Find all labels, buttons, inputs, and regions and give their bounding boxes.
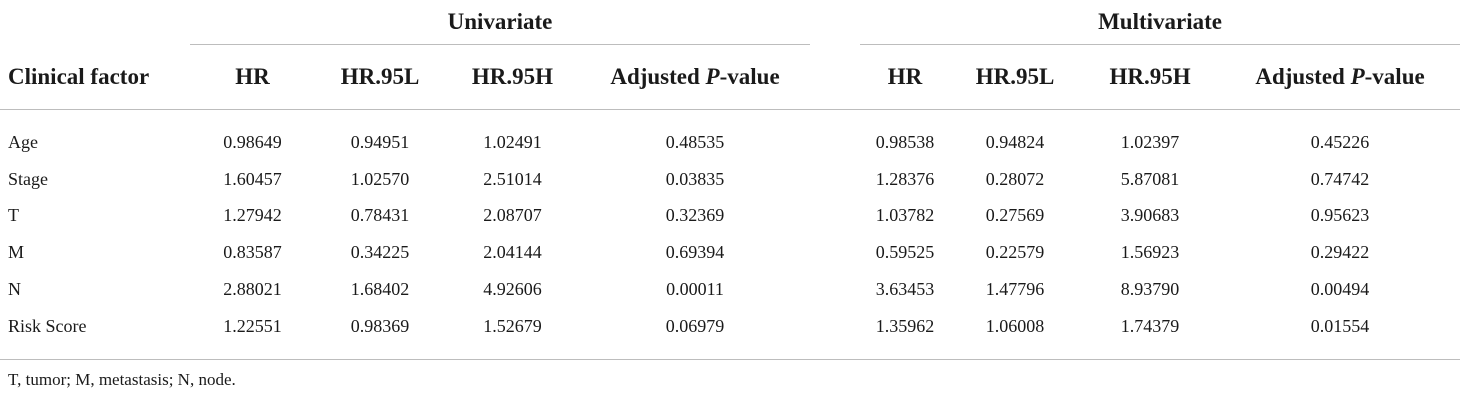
multivariate-hr-header: HR <box>860 44 951 110</box>
value-cell: 1.27942 <box>223 205 282 226</box>
value-cell: 0.03835 <box>665 168 725 189</box>
value-cell: 0.00011 <box>666 279 724 300</box>
value-cell: 4.92606 <box>483 279 542 300</box>
clinical-factor-cell: Age <box>8 131 38 152</box>
value-cell: 0.28072 <box>985 168 1045 189</box>
value-cell: 0.98369 <box>315 307 445 360</box>
value-cell: 0.98538 <box>875 131 935 152</box>
gap-cell <box>810 161 860 198</box>
table-footnote: T, tumor; M, metastasis; N, node. <box>8 370 236 389</box>
value-cell: 0.74742 <box>1310 168 1370 189</box>
clinical-factor-cell: N <box>8 279 21 300</box>
value-cell: 1.06008 <box>950 307 1081 360</box>
value-cell: 2.88021 <box>223 279 282 300</box>
multivariate-adjusted-p-header: Adjusted P-value <box>1220 44 1460 110</box>
value-cell: 0.29422 <box>1310 242 1370 263</box>
value-cell: 0.22579 <box>985 242 1045 263</box>
value-cell: 8.93790 <box>1120 279 1180 300</box>
univariate-hr95l-header: HR.95L <box>315 44 445 110</box>
value-cell: 2.04144 <box>483 242 542 263</box>
gap-cell <box>810 44 861 110</box>
value-cell: 0.27569 <box>985 205 1045 226</box>
value-cell: 2.08707 <box>483 205 542 226</box>
value-cell: 1.28376 <box>875 168 935 189</box>
table-row: Risk Score 1.22551 0.98369 1.52679 0.06979 1.… <box>0 307 1460 360</box>
table-row: T 1.27942 0.78431 2.08707 0.32369 1.03782 0.27… <box>0 198 1460 235</box>
group-header-row: Univariate Multivariate <box>0 0 1460 45</box>
clinical-factor-cell: Stage <box>8 168 48 189</box>
gap-cell <box>810 0 860 45</box>
value-cell: 1.02570 <box>350 168 410 189</box>
value-cell: 0.45226 <box>1310 131 1370 152</box>
univariate-hr-header: HR <box>190 44 315 110</box>
column-header-row: Clinical factor HR HR.95L HR.95H Adjuste… <box>0 44 1460 110</box>
value-cell: 1.03782 <box>875 205 935 226</box>
gap-cell <box>810 307 861 360</box>
clinical-factor-cell: T <box>8 205 19 226</box>
value-cell: 0.94951 <box>350 131 410 152</box>
clinical-factor-table: Univariate Multivariate Clinical factor … <box>0 0 1460 360</box>
value-cell: 0.83587 <box>223 242 282 263</box>
table-body: Age 0.98649 0.94951 1.02491 0.48535 0.98538 0.… <box>0 110 1460 360</box>
table-row: Age 0.98649 0.94951 1.02491 0.48535 0.98538 0.… <box>0 110 1460 161</box>
clinical-factor-cell: M <box>8 242 25 263</box>
multivariate-hr95h-header: HR.95H <box>1080 44 1221 110</box>
clinical-factor-cell: Risk Score <box>0 307 190 360</box>
value-cell: 0.94824 <box>985 131 1045 152</box>
multivariate-hr95l-header: HR.95L <box>950 44 1081 110</box>
table-row: N 2.88021 1.68402 4.92606 0.00011 3.63453 1.47… <box>0 271 1460 308</box>
value-cell: 0.00494 <box>1310 279 1370 300</box>
gap-cell <box>810 271 860 308</box>
multivariate-group-header: Multivariate <box>860 0 1460 45</box>
value-cell: 0.95623 <box>1310 205 1370 226</box>
value-cell: 3.63453 <box>875 279 935 300</box>
table-row: M 0.83587 0.34225 2.04144 0.69394 0.59525 0.22… <box>0 234 1460 271</box>
value-cell: 1.60457 <box>223 168 282 189</box>
univariate-hr95h-header: HR.95H <box>445 44 580 110</box>
value-cell: 0.32369 <box>665 205 725 226</box>
gap-cell <box>810 234 860 271</box>
gap-cell <box>810 110 860 161</box>
value-cell: 0.98649 <box>223 131 282 152</box>
value-cell: 0.59525 <box>875 242 935 263</box>
value-cell: 3.90683 <box>1120 205 1180 226</box>
value-cell: 0.01554 <box>1220 307 1460 360</box>
univariate-adjusted-p-header: Adjusted P-value <box>580 44 811 110</box>
value-cell: 1.22551 <box>190 307 315 360</box>
table-row: Stage 1.60457 1.02570 2.51014 0.03835 1.28376… <box>0 161 1460 198</box>
value-cell: 1.47796 <box>985 279 1045 300</box>
value-cell: 0.06979 <box>580 307 811 360</box>
clinical-factor-header: Clinical factor <box>0 44 190 110</box>
value-cell: 1.56923 <box>1120 242 1180 263</box>
value-cell: 0.69394 <box>665 242 725 263</box>
value-cell: 1.35962 <box>860 307 951 360</box>
value-cell: 0.34225 <box>350 242 410 263</box>
value-cell: 0.78431 <box>350 205 410 226</box>
value-cell: 1.52679 <box>445 307 580 360</box>
value-cell: 1.02397 <box>1120 131 1180 152</box>
gap-cell <box>810 198 860 235</box>
value-cell: 1.68402 <box>350 279 410 300</box>
value-cell: 2.51014 <box>483 168 542 189</box>
value-cell: 0.48535 <box>665 131 725 152</box>
value-cell: 1.02491 <box>483 131 542 152</box>
univariate-group-header: Univariate <box>190 0 811 45</box>
value-cell: 5.87081 <box>1120 168 1180 189</box>
value-cell: 1.74379 <box>1080 307 1221 360</box>
empty-header-cell <box>0 0 190 45</box>
